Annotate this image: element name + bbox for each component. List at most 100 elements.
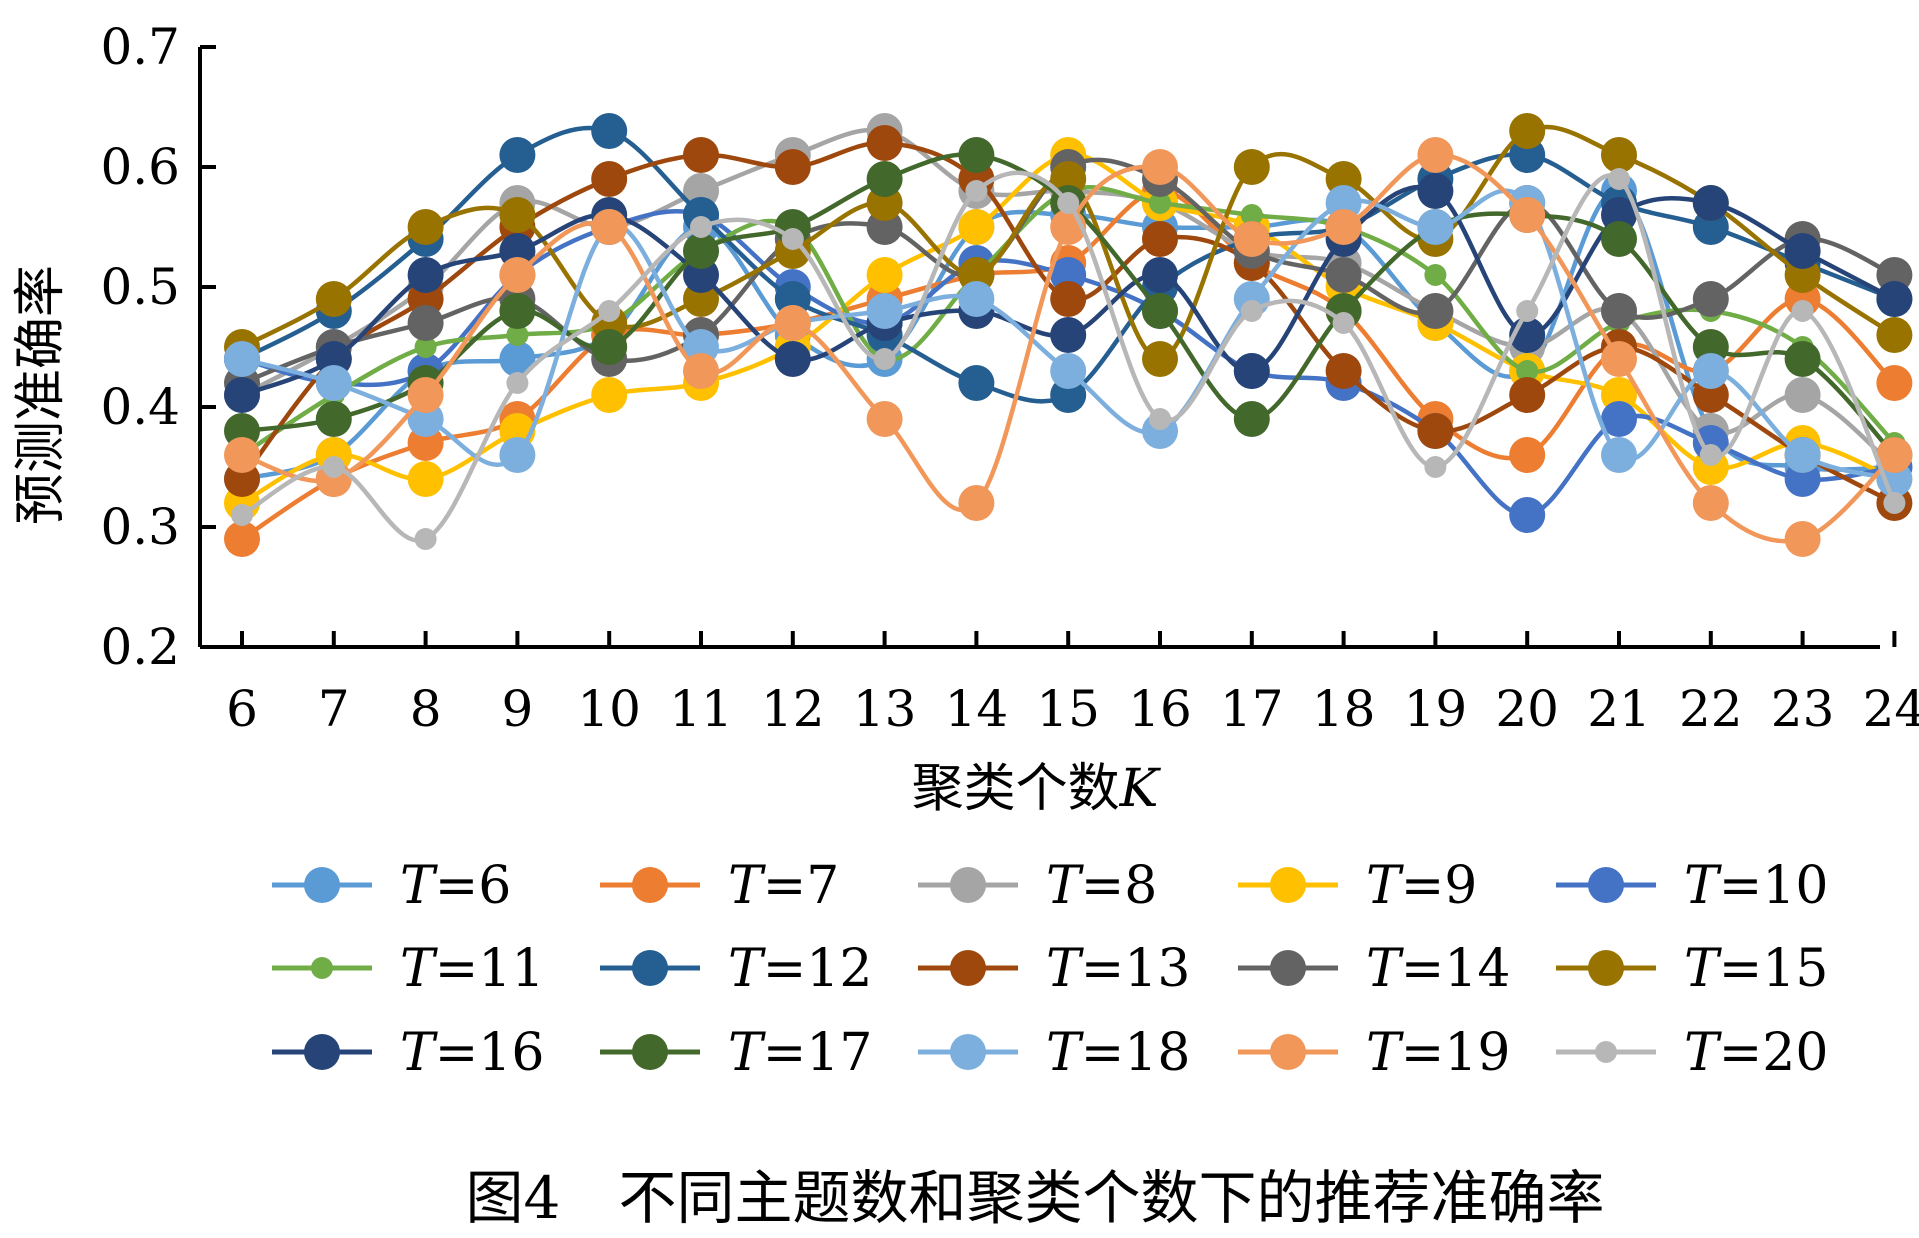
x-tick-label: 23 (1771, 680, 1835, 738)
data-point (1233, 221, 1270, 257)
data-point (407, 305, 444, 341)
x-tick-label: 19 (1404, 680, 1468, 738)
data-point (1240, 204, 1263, 226)
data-point (499, 437, 536, 473)
legend-marker (632, 867, 668, 903)
legend-entry-t17: T=17 (600, 1023, 872, 1083)
legend-marker (304, 1034, 340, 1070)
legend-marker (1270, 1034, 1306, 1070)
data-point (1876, 437, 1913, 473)
legend-label: T=17 (728, 1023, 872, 1083)
legend-label: T=12 (728, 939, 872, 999)
data-point (1784, 437, 1821, 473)
x-axis-title-text: 聚类个数 (912, 759, 1120, 819)
data-point (1233, 401, 1270, 437)
legend-entry-t6: T=6 (272, 856, 511, 916)
x-tick-label: 16 (1128, 680, 1192, 738)
data-point (1876, 317, 1913, 353)
legend: T=6 T=7 T=8 T=9 T=10 T=11 T=12 T=13 T=14 T=15 T=16… (272, 856, 1828, 1083)
y-tick-label: 0.5 (100, 258, 180, 316)
data-point (1325, 353, 1362, 389)
data-point (965, 180, 988, 202)
data-point (499, 137, 536, 173)
legend-label: T=15 (1684, 939, 1828, 999)
x-tick-label: 14 (945, 680, 1009, 738)
x-tick-label: 15 (1036, 680, 1100, 738)
data-point (866, 161, 903, 197)
x-tick-label: 20 (1495, 680, 1559, 738)
legend-marker (632, 1034, 668, 1070)
data-point (231, 504, 253, 526)
data-point (1601, 293, 1637, 329)
legend-entry-t19: T=19 (1238, 1023, 1510, 1083)
tick-labels: 0.2 0.3 0.4 0.5 0.6 0.7 6 7 8 9 10 11 12 13 14 15 16 17 18… (100, 18, 1919, 738)
data-point (1142, 221, 1178, 257)
legend-entry-t11: T=11 (272, 939, 544, 999)
legend-entry-t15: T=15 (1556, 939, 1828, 999)
data-point (414, 528, 437, 550)
data-point (224, 341, 260, 377)
legend-label: T=11 (400, 939, 544, 999)
data-point (1509, 437, 1546, 473)
x-axis-title-var: K (1119, 759, 1162, 819)
x-tick-label: 22 (1679, 680, 1743, 738)
data-point (1692, 281, 1729, 317)
data-point (1509, 113, 1546, 149)
data-point (1417, 137, 1454, 173)
y-tick-label: 0.3 (100, 498, 180, 556)
legend-label: T=13 (1046, 939, 1190, 999)
data-point (958, 209, 995, 245)
x-tick-label: 21 (1587, 680, 1651, 738)
legend-label: T=8 (1046, 856, 1157, 916)
data-point (591, 209, 628, 245)
data-point (224, 521, 260, 557)
legend-entry-t10: T=10 (1556, 856, 1828, 916)
data-point (1601, 221, 1637, 257)
data-point (1332, 312, 1355, 334)
data-point (866, 125, 903, 161)
data-point (958, 137, 995, 173)
x-tick-label: 9 (501, 680, 533, 738)
x-axis-title: 聚类个数K (912, 759, 1162, 819)
data-point (1784, 521, 1821, 557)
data-point (1791, 300, 1814, 322)
data-point (315, 365, 352, 401)
legend-label: T=6 (400, 856, 511, 916)
data-point (591, 329, 628, 365)
data-point (1142, 293, 1178, 329)
data-point (683, 233, 719, 269)
data-point (591, 377, 628, 413)
data-point (1417, 209, 1454, 245)
legend-marker (632, 950, 668, 986)
data-point (1876, 365, 1913, 401)
legend-label: T=16 (400, 1023, 544, 1083)
data-point (591, 113, 628, 149)
data-point (1601, 401, 1637, 437)
data-point (774, 149, 811, 185)
data-point (774, 341, 811, 377)
data-point (1516, 360, 1539, 382)
legend-label: T=10 (1684, 856, 1828, 916)
data-point (315, 401, 352, 437)
data-point (958, 281, 995, 317)
legend-entry-t16: T=16 (272, 1023, 544, 1083)
data-point (1417, 293, 1454, 329)
data-point (1050, 281, 1087, 317)
data-point (506, 372, 529, 394)
data-point (407, 377, 444, 413)
data-point (866, 401, 903, 437)
x-tick-label: 11 (669, 680, 733, 738)
data-point (958, 365, 995, 401)
legend-entry-t7: T=7 (600, 856, 839, 916)
data-point (1516, 300, 1539, 322)
data-point (1149, 192, 1171, 214)
data-point (1509, 377, 1546, 413)
data-point (1142, 341, 1178, 377)
x-tick-label: 12 (761, 680, 825, 738)
data-point (315, 281, 352, 317)
series-line (240, 170, 1897, 543)
y-tick-label: 0.2 (100, 618, 180, 676)
data-point (506, 324, 529, 346)
x-tick-label: 6 (226, 680, 258, 738)
data-point (873, 348, 896, 370)
